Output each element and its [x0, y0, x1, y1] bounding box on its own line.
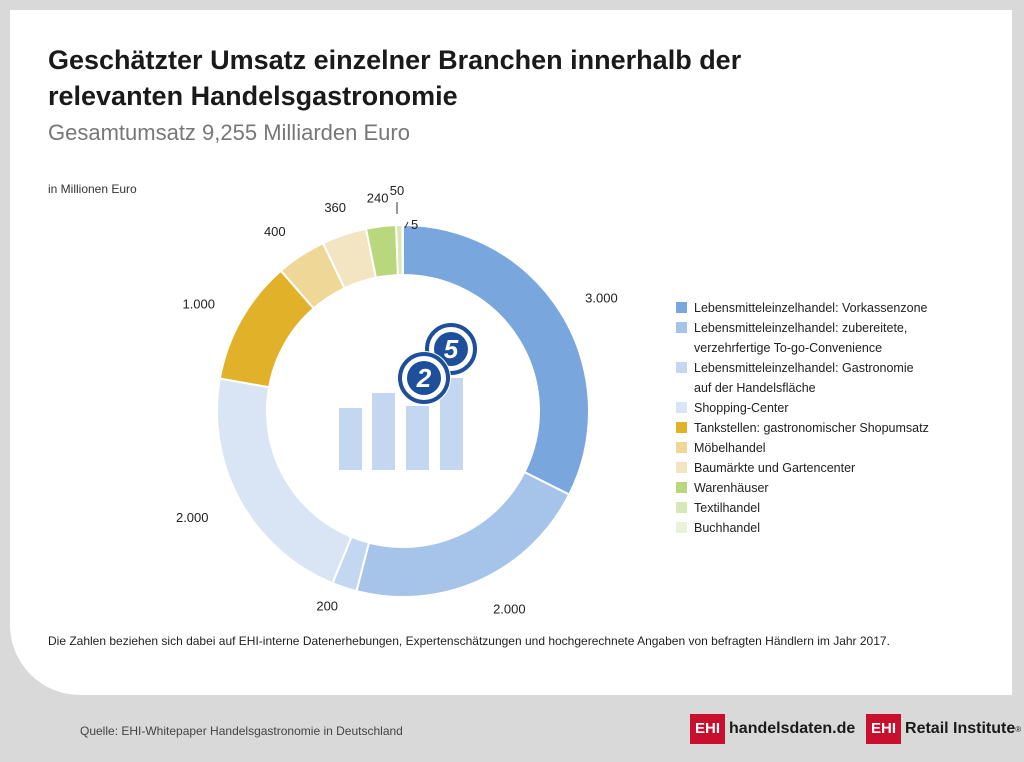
legend-swatch — [676, 442, 687, 453]
footnote: Die Zahlen beziehen sich dabei auf EHI-i… — [48, 634, 890, 648]
chart-subtitle: Gesamtumsatz 9,255 Milliarden Euro — [48, 120, 410, 145]
slice-value-label: 50 — [390, 183, 404, 198]
chart-legend: Lebensmitteleinzelhandel: Vorkassenzone L… — [676, 298, 976, 538]
legend-item: Lebensmitteleinzelhandel: Gastronomie auf… — [676, 358, 976, 398]
donut-slice — [402, 223, 590, 496]
legend-label: Tankstellen: gastronomischer Shopumsatz — [694, 421, 929, 435]
legend-swatch — [676, 422, 687, 433]
ehi-logo-box: EHI — [690, 714, 726, 744]
donut-slice — [355, 470, 571, 598]
legend-item: Lebensmitteleinzelhandel: zubereitete, ve… — [676, 318, 976, 358]
logo-text: Retail Institute — [905, 720, 1016, 737]
legend-item: Buchhandel — [676, 518, 976, 538]
label-leader-line — [404, 221, 409, 229]
legend-item: Lebensmitteleinzelhandel: Vorkassenzone — [676, 298, 976, 318]
euro-coins-bar-chart-icon: 52 — [339, 322, 478, 470]
legend-swatch — [676, 302, 687, 313]
svg-text:2: 2 — [416, 363, 432, 393]
legend-label: Textilhandel — [694, 501, 761, 515]
donut-slice — [401, 223, 404, 277]
slice-value-label: 240 — [367, 191, 389, 206]
slice-value-label: 2.000 — [493, 602, 526, 617]
registered-mark: ® — [1015, 724, 1022, 734]
legend-swatch — [676, 502, 687, 513]
legend-swatch — [676, 482, 687, 493]
svg-text:5: 5 — [444, 334, 459, 364]
slice-value-label: 1.000 — [182, 297, 215, 312]
legend-swatch — [676, 322, 687, 333]
legend-label: Lebensmitteleinzelhandel: Vorkassenzone — [694, 301, 928, 315]
legend-item: Textilhandel — [676, 498, 976, 518]
legend-label: Möbelhandel — [694, 441, 766, 455]
infographic-card — [10, 10, 1012, 695]
donut-slice — [216, 377, 353, 585]
legend-label-continued: verzehrfertige To-go-Convenience — [694, 341, 883, 355]
legend-label: Shopping-Center — [694, 401, 789, 415]
legend-item: Baumärkte und Gartencenter — [676, 458, 976, 478]
legend-item: Shopping-Center — [676, 398, 976, 418]
source-label: Quelle: EHI-Whitepaper Handelsgastronomi… — [80, 724, 403, 738]
legend-label: Lebensmitteleinzelhandel: Gastronomie — [694, 361, 914, 375]
slice-value-label: 3.000 — [585, 291, 618, 306]
slice-value-label: 200 — [316, 598, 338, 613]
slice-value-label: 400 — [264, 224, 286, 239]
legend-label: Warenhäuser — [694, 481, 769, 495]
chart-title: Geschätzter Umsatz einzelner Branchen in… — [48, 45, 742, 111]
legend-label: Buchhandel — [694, 521, 761, 535]
ehi-logo-box: EHI — [866, 714, 902, 744]
slice-value-label: 360 — [324, 200, 346, 215]
legend-item: Warenhäuser — [676, 478, 976, 498]
handelsdaten-logo[interactable]: EHI handelsdaten.de — [690, 714, 855, 744]
legend-swatch — [676, 522, 687, 533]
ehi-retail-institute-logo[interactable]: EHI Retail Institute ® — [866, 714, 1021, 744]
logo-text: handelsdaten.de — [729, 720, 856, 737]
legend-label: Lebensmitteleinzelhandel: zubereitete, — [694, 321, 908, 335]
legend-swatch — [676, 362, 687, 373]
legend-label: Baumärkte und Gartencenter — [694, 461, 856, 475]
legend-item: Tankstellen: gastronomischer Shopumsatz — [676, 418, 976, 438]
legend-swatch — [676, 402, 687, 413]
unit-label: in Millionen Euro — [48, 182, 137, 196]
slice-value-label: 5 — [411, 217, 418, 232]
legend-label-continued: auf der Handelsfläche — [694, 381, 816, 395]
legend-item: Möbelhandel — [676, 438, 976, 458]
legend-swatch — [676, 462, 687, 473]
slice-value-label: 2.000 — [176, 510, 209, 525]
